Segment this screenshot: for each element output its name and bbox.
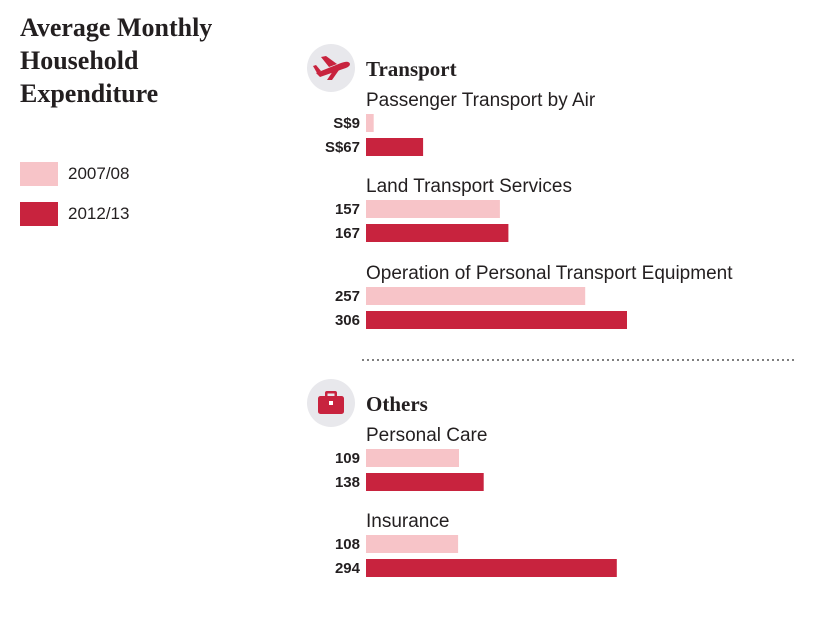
value-label-land-transport-services-2012-13: 167 [335,225,360,242]
chart-title: Average Monthly Household Expenditure [20,13,213,108]
airplane-icon [313,56,350,80]
value-label-insurance-2007-08: 108 [335,536,360,553]
value-label-operation-of-personal-transport-equipment-2007-08: 257 [335,288,360,305]
category-label-personal-care: Personal Care [366,425,487,446]
legend-label-2007-08: 2007/08 [68,164,130,183]
value-label-personal-care-2007-08: 109 [335,450,360,467]
bar-passenger-transport-by-air-2012-13 [366,138,424,156]
legend-item-2012-13: 2012/13 [20,202,129,226]
bar-personal-care-2007-08 [366,449,459,467]
value-label-insurance-2012-13: 294 [335,560,361,577]
value-label-passenger-transport-by-air-2012-13: S$67 [325,139,360,156]
value-label-passenger-transport-by-air-2007-08: S$9 [333,115,360,132]
bars-group: Passenger Transport by Air S$9 S$67 Land Tr… [325,90,733,577]
bar-personal-care-2012-13 [366,473,484,491]
category-label-operation-of-personal-transport-equipment: Operation of Personal Transport Equipmen… [366,263,733,284]
section-title-transport: Transport [366,57,457,81]
bar-passenger-transport-by-air-2007-08 [366,114,374,132]
others-icon-badge [307,379,355,427]
bar-operation-of-personal-transport-equipment-2007-08 [366,287,586,305]
bar-insurance-2012-13 [366,559,617,577]
briefcase-icon [318,391,344,414]
legend-swatch-2012-13 [20,202,58,226]
legend-item-2007-08: 2007/08 [20,162,129,186]
category-label-passenger-transport-by-air: Passenger Transport by Air [366,90,596,111]
legend-swatch-2007-08 [20,162,58,186]
value-label-operation-of-personal-transport-equipment-2012-13: 306 [335,312,360,329]
value-label-personal-care-2012-13: 138 [335,474,360,491]
legend-label-2012-13: 2012/13 [68,204,130,223]
section-title-others: Others [366,392,428,416]
bar-land-transport-services-2007-08 [366,200,500,218]
transport-icon-badge [307,44,355,92]
bar-land-transport-services-2012-13 [366,224,509,242]
value-label-land-transport-services-2007-08: 157 [335,201,360,218]
category-label-insurance: Insurance [366,511,449,532]
category-label-land-transport-services: Land Transport Services [366,176,572,197]
bar-insurance-2007-08 [366,535,459,553]
bar-operation-of-personal-transport-equipment-2012-13 [366,311,627,329]
